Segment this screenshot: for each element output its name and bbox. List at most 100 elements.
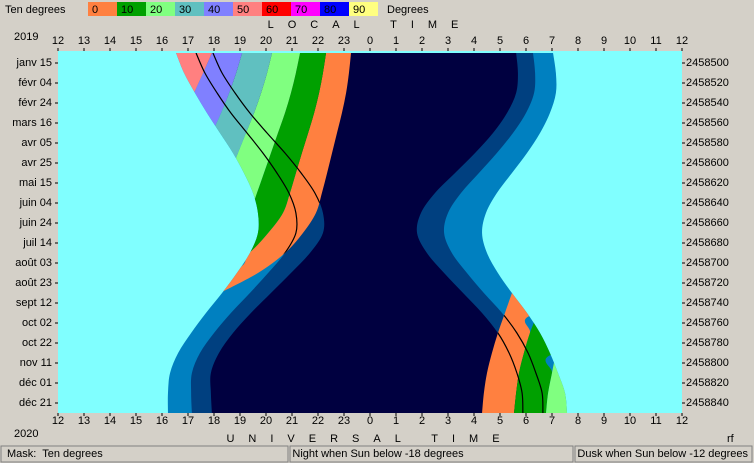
y2-tick-label: 2458780 [686,337,729,349]
x-tick-label: 19 [234,35,246,47]
y-tick-label: févr 04 [18,77,52,89]
legend-label: 30 [179,4,191,16]
status-panel [289,445,574,463]
y2-tick-label: 2458800 [686,357,729,369]
x-tick-label: 12 [52,35,64,47]
x-tick-label: 10 [624,415,636,427]
y-tick-label: juin 04 [19,197,52,209]
legend-swatch [262,2,291,16]
x-tick-label: 13 [78,35,90,47]
y-tick-label: juin 24 [19,217,52,229]
y-tick-label: déc 01 [19,377,52,389]
legend-label: 20 [150,4,162,16]
legend-unit: Degrees [387,4,429,16]
y2-tick-label: 2458600 [686,157,729,169]
status-panel [574,445,753,463]
y2-tick-label: 2458720 [686,277,729,289]
x-tick-label: 5 [497,35,503,47]
status-dusk: Dusk when Sun below -12 degrees [577,448,748,460]
x-tick-label: 0 [367,415,373,427]
y-tick-label: oct 22 [22,337,52,349]
x-tick-label: 7 [549,35,555,47]
legend-swatch [175,2,204,16]
x-tick-label: 4 [471,415,477,427]
x-tick-label: 6 [523,415,529,427]
header: LOCAL TIME [268,19,473,31]
x-tick-label: 2 [419,415,425,427]
x-tick-label: 6 [523,35,529,47]
y-tick-label: sept 12 [16,297,52,309]
legend-label: 10 [121,4,133,16]
y-tick-label: mars 16 [12,117,52,129]
x-tick-label: 3 [445,415,451,427]
x-tick-label: 16 [156,415,168,427]
status-mask: Mask: Ten degrees [7,448,103,460]
x-tick-label: 17 [182,35,194,47]
y2-tick-label: 2458520 [686,77,729,89]
x-tick-label: 8 [575,35,581,47]
x-tick-label: 22 [312,415,324,427]
legend-swatch [117,2,146,16]
x-tick-label: 23 [338,415,350,427]
y-tick-label: janv 15 [16,57,52,69]
legend-title: Ten degrees [5,4,66,16]
x-tick-label: 9 [601,35,607,47]
legend-swatch [204,2,233,16]
year-top: 2019 [14,31,38,43]
x-tick-label: 0 [367,35,373,47]
legend-label: 60 [266,4,278,16]
y-tick-label: oct 02 [22,317,52,329]
legend-swatch [291,2,320,16]
footer: UNIVERSAL TIME [226,433,513,445]
y2-tick-label: 2458500 [686,57,729,69]
y2-tick-label: 2458580 [686,137,729,149]
legend-label: 40 [208,4,220,16]
legend-swatch [88,2,117,16]
altitude-band [482,293,568,413]
x-tick-label: 23 [338,35,350,47]
x-tick-label: 2 [419,35,425,47]
altitude-band [167,53,352,293]
y2-tick-label: 2458840 [686,397,729,409]
twilight-line [190,53,298,293]
y-tick-label: déc 21 [19,397,52,409]
x-tick-label: 12 [676,35,688,47]
y-tick-label: avr 05 [21,137,52,149]
y-tick-label: août 03 [15,257,52,269]
legend-swatch [320,2,349,16]
legend-label: 90 [353,4,365,16]
x-tick-label: 20 [260,35,272,47]
x-tick-label: 8 [575,415,581,427]
x-tick-label: 20 [260,415,272,427]
x-tick-label: 3 [445,35,451,47]
y-tick-label: avr 25 [21,157,52,169]
y-tick-label: nov 11 [20,357,52,369]
x-tick-label: 4 [471,35,477,47]
legend-swatch [349,2,378,16]
x-tick-label: 12 [676,415,688,427]
status-panel [0,445,289,463]
morning-lines [482,293,544,413]
x-tick-label: 9 [601,415,607,427]
y-tick-label: juil 14 [22,237,52,249]
year-bottom: 2020 [14,428,38,440]
x-tick-label: 21 [286,35,298,47]
y2-tick-label: 2458540 [686,97,729,109]
y2-tick-label: 2458620 [686,177,729,189]
legend-label: 50 [237,4,249,16]
status-night: Night when Sun below -18 degrees [292,448,464,460]
x-tick-label: 5 [497,415,503,427]
y2-tick-label: 2458700 [686,257,729,269]
y2-tick-label: 2458760 [686,317,729,329]
legend-label: 80 [324,4,336,16]
x-tick-label: 1 [393,415,399,427]
x-tick-label: 15 [130,415,142,427]
legend-label: 70 [295,4,307,16]
legend-swatch [233,2,262,16]
x-tick-label: 7 [549,415,555,427]
x-tick-label: 1 [393,35,399,47]
x-tick-label: 12 [52,415,64,427]
x-tick-label: 11 [650,35,661,47]
